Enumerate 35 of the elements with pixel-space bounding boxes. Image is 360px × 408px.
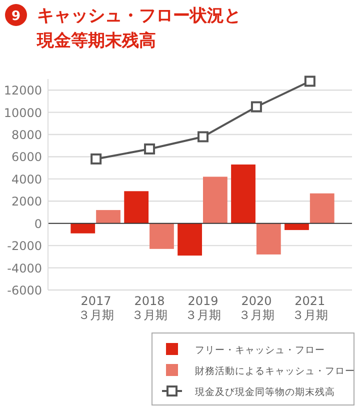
bar xyxy=(203,176,228,224)
y-tick-label: 0 xyxy=(34,216,42,231)
bar xyxy=(150,223,174,249)
y-tick-label: 8000 xyxy=(11,128,42,142)
point xyxy=(90,153,102,164)
chart-title: キャッシュ・フロー状況と現金等期末残高 xyxy=(36,6,241,51)
bar xyxy=(70,223,96,234)
point xyxy=(250,101,262,112)
x-tick-label: 2018 ３月期 xyxy=(132,294,168,322)
legend-label: フリー・キャッシュ・フロー xyxy=(195,345,325,356)
bar xyxy=(178,223,202,256)
y-tick-label: 4000 xyxy=(11,172,42,186)
y-tick-label: 12000 xyxy=(4,84,42,98)
bar xyxy=(124,191,149,224)
bar xyxy=(256,223,281,254)
x-tick-label: 2020 ３月期 xyxy=(238,294,274,322)
bar xyxy=(310,193,334,224)
bar xyxy=(231,164,256,224)
legend-label: 財務活動によるキャッシュ・フロー xyxy=(195,365,355,377)
x-tick-label: 2019 ３月期 xyxy=(185,294,221,322)
y-tick-label: 2000 xyxy=(11,194,42,209)
y-tick-label: -2000 xyxy=(7,239,42,254)
y-tick-label: -4000 xyxy=(7,261,42,276)
y-tick-label: 6000 xyxy=(11,150,42,164)
legend-label: 現金及び現金同等物の期末残高 xyxy=(195,386,335,398)
point xyxy=(304,76,316,87)
y-tick-label: 10000 xyxy=(4,106,42,120)
bar xyxy=(96,210,120,224)
x-tick-label: 2021 ３月期 xyxy=(292,294,328,322)
y-tick-label: -6000 xyxy=(7,284,42,298)
point xyxy=(198,131,208,142)
bar xyxy=(284,223,309,230)
number-badge: 9 xyxy=(5,4,27,26)
x-tick-label: 2017 ３月期 xyxy=(78,294,114,322)
point xyxy=(144,143,156,154)
